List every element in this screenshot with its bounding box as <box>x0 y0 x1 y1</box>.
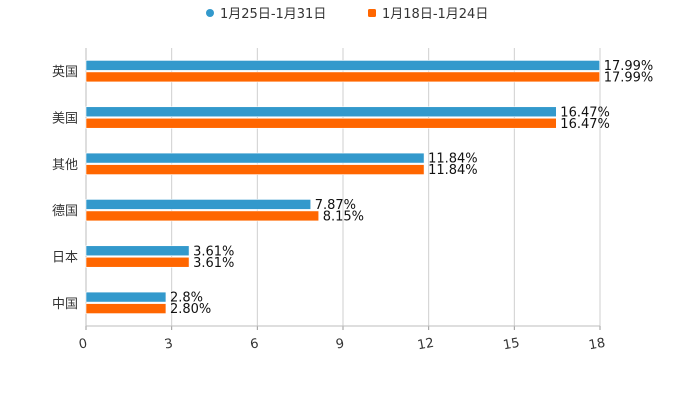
bar-series-1[interactable] <box>85 60 601 71</box>
category-label: 德国 <box>52 204 78 219</box>
grid-lines <box>85 48 601 330</box>
legend-marker-series-2 <box>368 9 376 17</box>
data-label-series-2: 16.47% <box>560 117 610 132</box>
data-label-series-2: 17.99% <box>604 70 654 85</box>
data-label-series-1: 16.47% <box>560 105 610 120</box>
x-tick-label: 0 <box>78 336 89 352</box>
bar-series-2[interactable] <box>85 117 557 129</box>
bar-series-1[interactable] <box>85 106 557 118</box>
value-labels: 17.99%17.99% 16.47%16.47% 11.84%11.84% 7.87… <box>170 59 653 317</box>
category-label: 美国 <box>52 112 78 127</box>
x-tick-label: 12 <box>416 336 435 354</box>
bar-series-1[interactable] <box>85 245 190 257</box>
category-label: 其他 <box>52 158 78 173</box>
bar-series-2[interactable] <box>85 303 167 314</box>
data-label-series-1: 2.8% <box>170 291 203 306</box>
legend-label-series-2[interactable]: 1月18日-1月24日 <box>382 7 488 22</box>
bar-series-2[interactable] <box>85 71 601 83</box>
x-tick-label: 6 <box>249 336 260 352</box>
data-label-series-2: 11.84% <box>428 163 478 178</box>
bars-group <box>85 60 601 314</box>
bar-series-1[interactable] <box>85 291 167 303</box>
bar-series-1[interactable] <box>85 199 312 210</box>
data-label-series-1: 11.84% <box>428 152 478 167</box>
data-label-series-1: 7.87% <box>315 198 356 213</box>
bar-series-2[interactable] <box>85 164 425 175</box>
x-tick-label: 9 <box>335 336 346 352</box>
legend-label-series-1[interactable]: 1月25日-1月31日 <box>220 7 326 22</box>
x-tick-label: 15 <box>502 336 521 354</box>
legend-marker-series-1 <box>206 9 214 17</box>
data-label-series-1: 17.99% <box>604 59 654 74</box>
data-label-series-1: 3.61% <box>193 244 234 259</box>
x-tick-labels: 0 3 6 9 12 15 18 <box>78 336 607 354</box>
bar-series-1[interactable] <box>85 152 425 164</box>
x-tick-label: 3 <box>163 336 174 352</box>
data-label-series-2: 8.15% <box>323 209 364 224</box>
chart-legend: 1月25日-1月31日 1月18日-1月24日 <box>206 7 488 22</box>
category-label: 日本 <box>52 251 78 266</box>
data-label-series-2: 3.61% <box>193 256 234 271</box>
bar-series-2[interactable] <box>85 210 320 222</box>
bar-series-2[interactable] <box>85 256 190 268</box>
category-label: 中国 <box>52 297 78 312</box>
x-tick-label: 18 <box>588 336 607 354</box>
data-label-series-2: 2.80% <box>170 302 211 317</box>
category-label: 英国 <box>52 65 78 80</box>
